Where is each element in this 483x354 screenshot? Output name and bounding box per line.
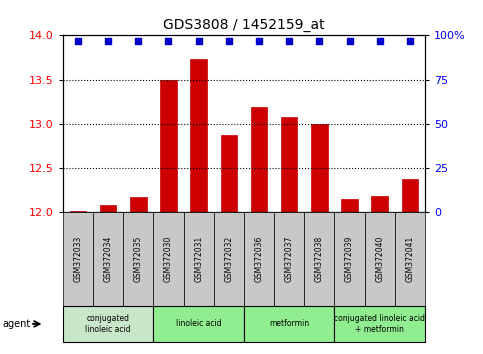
Text: linoleic acid: linoleic acid — [176, 319, 221, 329]
Bar — [70, 211, 86, 212]
Point — [346, 38, 354, 44]
Title: GDS3808 / 1452159_at: GDS3808 / 1452159_at — [163, 18, 325, 32]
Text: GSM372036: GSM372036 — [255, 236, 264, 282]
Bar — [251, 107, 267, 212]
Text: GSM372041: GSM372041 — [405, 236, 414, 282]
Point — [225, 38, 233, 44]
Bar — [130, 198, 146, 212]
Point — [376, 38, 384, 44]
Point — [255, 38, 263, 44]
Bar — [311, 124, 327, 212]
Point — [134, 38, 142, 44]
Text: conjugated
linoleic acid: conjugated linoleic acid — [85, 314, 131, 333]
Point — [406, 38, 414, 44]
Point — [285, 38, 293, 44]
Text: metformin: metformin — [269, 319, 309, 329]
Bar — [100, 205, 116, 212]
Point — [195, 38, 202, 44]
Point — [165, 38, 172, 44]
Point — [104, 38, 112, 44]
Bar — [221, 136, 237, 212]
Bar — [341, 199, 358, 212]
Text: agent: agent — [2, 319, 30, 329]
Bar — [160, 80, 177, 212]
Bar — [371, 196, 388, 212]
Point — [74, 38, 82, 44]
Text: GSM372038: GSM372038 — [315, 236, 324, 282]
Text: GSM372031: GSM372031 — [194, 236, 203, 282]
Text: GSM372032: GSM372032 — [224, 236, 233, 282]
Text: GSM372035: GSM372035 — [134, 236, 143, 282]
Text: GSM372039: GSM372039 — [345, 236, 354, 282]
Bar — [190, 59, 207, 212]
Bar — [281, 117, 298, 212]
Text: GSM372030: GSM372030 — [164, 236, 173, 282]
Bar — [402, 179, 418, 212]
Text: GSM372034: GSM372034 — [103, 236, 113, 282]
Text: GSM372033: GSM372033 — [73, 236, 83, 282]
Text: GSM372037: GSM372037 — [284, 236, 294, 282]
Point — [315, 38, 323, 44]
Text: conjugated linoleic acid
+ metformin: conjugated linoleic acid + metformin — [334, 314, 425, 333]
Text: GSM372040: GSM372040 — [375, 236, 384, 282]
